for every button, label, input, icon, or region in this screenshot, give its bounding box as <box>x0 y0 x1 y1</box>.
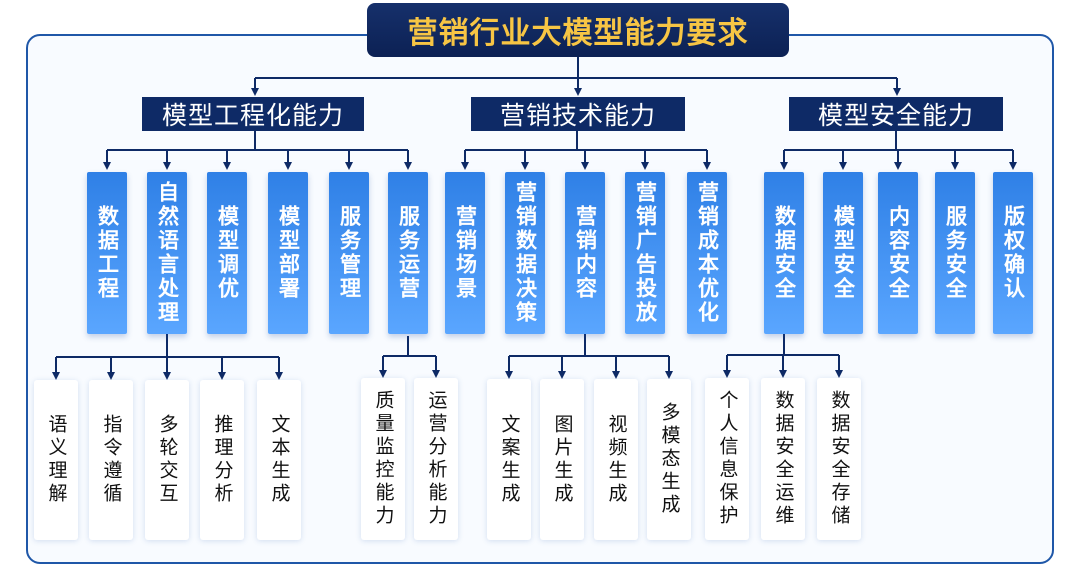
module-model-tuning: 模型调优 <box>207 172 247 334</box>
leaf-text-generation: 文本生成 <box>257 380 301 540</box>
diagram-title: 营销行业大模型能力要求 <box>367 3 789 57</box>
leaf-video-generation: 视频生成 <box>594 379 638 540</box>
module-marketing-ad-delivery: 营销广告投放 <box>625 172 665 334</box>
module-marketing-data-decision: 营销数据决策 <box>505 172 545 334</box>
leaf-personal-info-protection: 个人信息保护 <box>705 378 749 540</box>
module-model-security: 模型安全 <box>823 172 863 334</box>
leaf-image-generation: 图片生成 <box>540 379 584 540</box>
module-data-engineering: 数据工程 <box>87 172 127 334</box>
module-service-operation: 服务运营 <box>388 172 428 334</box>
leaf-quality-monitoring: 质量监控能力 <box>361 378 405 540</box>
leaf-copy-generation: 文案生成 <box>487 379 531 540</box>
module-marketing-content: 营销内容 <box>565 172 605 334</box>
category-model-engineering: 模型工程化能力 <box>142 97 364 131</box>
category-model-security: 模型安全能力 <box>789 97 1003 131</box>
module-content-security: 内容安全 <box>878 172 918 334</box>
leaf-multimodal-generation: 多模态生成 <box>647 379 691 540</box>
module-marketing-cost-optimization: 营销成本优化 <box>687 172 727 334</box>
module-nlp: 自然语言处理 <box>147 172 187 334</box>
module-marketing-scenario: 营销场景 <box>445 172 485 334</box>
leaf-data-security-storage: 数据安全存储 <box>817 378 861 540</box>
module-service-security: 服务安全 <box>935 172 975 334</box>
leaf-semantic-understanding: 语义理解 <box>34 380 78 540</box>
module-model-deployment: 模型部署 <box>268 172 308 334</box>
leaf-reasoning-analysis: 推理分析 <box>200 380 244 540</box>
leaf-multi-turn-interaction: 多轮交互 <box>145 380 189 540</box>
leaf-instruction-following: 指令遵循 <box>89 380 133 540</box>
module-service-management: 服务管理 <box>329 172 369 334</box>
leaf-operation-analysis: 运营分析能力 <box>414 378 458 540</box>
module-copyright-confirmation: 版权确认 <box>993 172 1033 334</box>
category-marketing-tech: 营销技术能力 <box>471 97 685 131</box>
module-data-security: 数据安全 <box>764 172 804 334</box>
leaf-data-security-ops: 数据安全运维 <box>761 378 805 540</box>
